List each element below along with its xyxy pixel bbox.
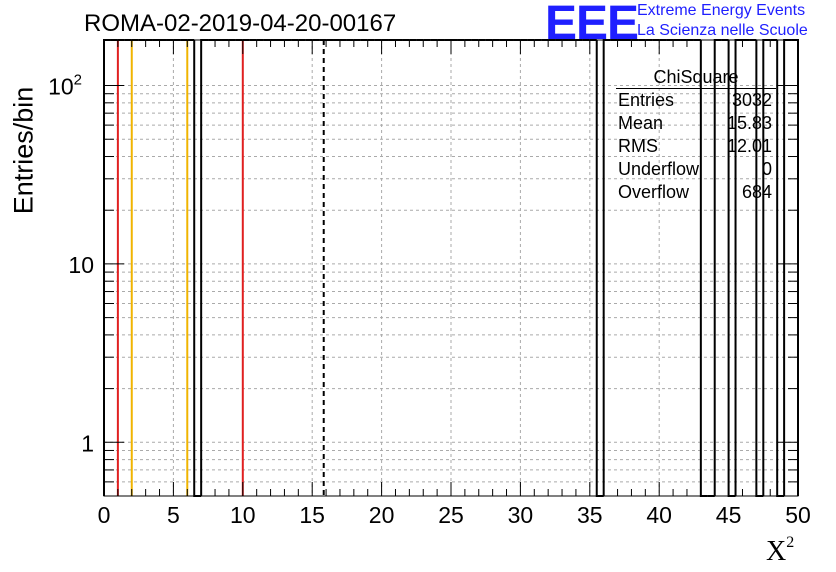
stats-title: ChiSquare	[653, 67, 739, 87]
x-tick-label: 15	[299, 502, 325, 528]
logo-line-2: La Scienza nelle Scuole	[637, 22, 808, 39]
stats-row-value: 12.01	[726, 136, 772, 156]
x-tick-label: 0	[98, 502, 111, 528]
stats-row-label: Mean	[618, 113, 664, 133]
stats-box: ChiSquare Entries 3032 Mean 15.83 RMS 12.01 Un…	[612, 66, 780, 204]
reference-lines	[116, 40, 325, 496]
stats-row: Entries 3032	[612, 89, 780, 112]
histogram-bin	[783, 39, 792, 496]
x-tick-label: 30	[508, 502, 534, 528]
chart-title: ROMA-02-2019-04-20-00167	[84, 10, 397, 37]
x-tick-label: 10	[230, 502, 256, 528]
y-tick-label: 102	[48, 72, 82, 100]
axes	[103, 39, 799, 497]
y-tick-label-base: 10	[48, 74, 74, 100]
stats-row: RMS 12.01	[612, 135, 780, 158]
histogram-bin	[791, 39, 799, 496]
grid	[103, 40, 799, 497]
stats-row-label: Underflow	[618, 159, 700, 179]
logo-line-1: Extreme Energy Events	[637, 2, 806, 19]
stats-row: Underflow 0	[612, 158, 780, 181]
histogram-bin	[193, 40, 202, 497]
stats-row-value: 3032	[731, 90, 772, 110]
histogram-bin	[595, 40, 604, 497]
y-tick-label: 1	[81, 430, 94, 456]
stats-row: Overflow 684	[612, 181, 780, 204]
stats-separator	[616, 88, 776, 89]
x-tick-label: 40	[646, 502, 672, 528]
x-tick-label: 25	[438, 502, 464, 528]
x-tick-label: 50	[785, 502, 811, 528]
x-tick-label: 5	[167, 502, 180, 528]
x-tick-label: 35	[577, 502, 603, 528]
stats-row-value: 15.83	[726, 113, 772, 133]
stats-row-label: Overflow	[618, 182, 690, 202]
y-axis-label: Entries/bin	[8, 86, 39, 215]
x-axis-label: X2	[766, 534, 795, 567]
eee-logo: EEE	[545, 0, 639, 50]
histogram-bin	[602, 39, 611, 496]
stats-row: Mean 15.83	[612, 112, 780, 135]
stats-row-value: 0	[761, 159, 772, 179]
histogram-bin	[200, 39, 209, 496]
stats-row-value: 684	[741, 182, 772, 202]
x-tick-label: 45	[716, 502, 742, 528]
stats-row-label: RMS	[618, 136, 658, 156]
stats-row-label: Entries	[618, 90, 675, 110]
y-tick-label-exponent: 2	[74, 72, 82, 89]
x-tick-label: 20	[369, 502, 395, 528]
y-tick-label: 10	[68, 252, 94, 278]
histogram-bin	[103, 39, 111, 496]
